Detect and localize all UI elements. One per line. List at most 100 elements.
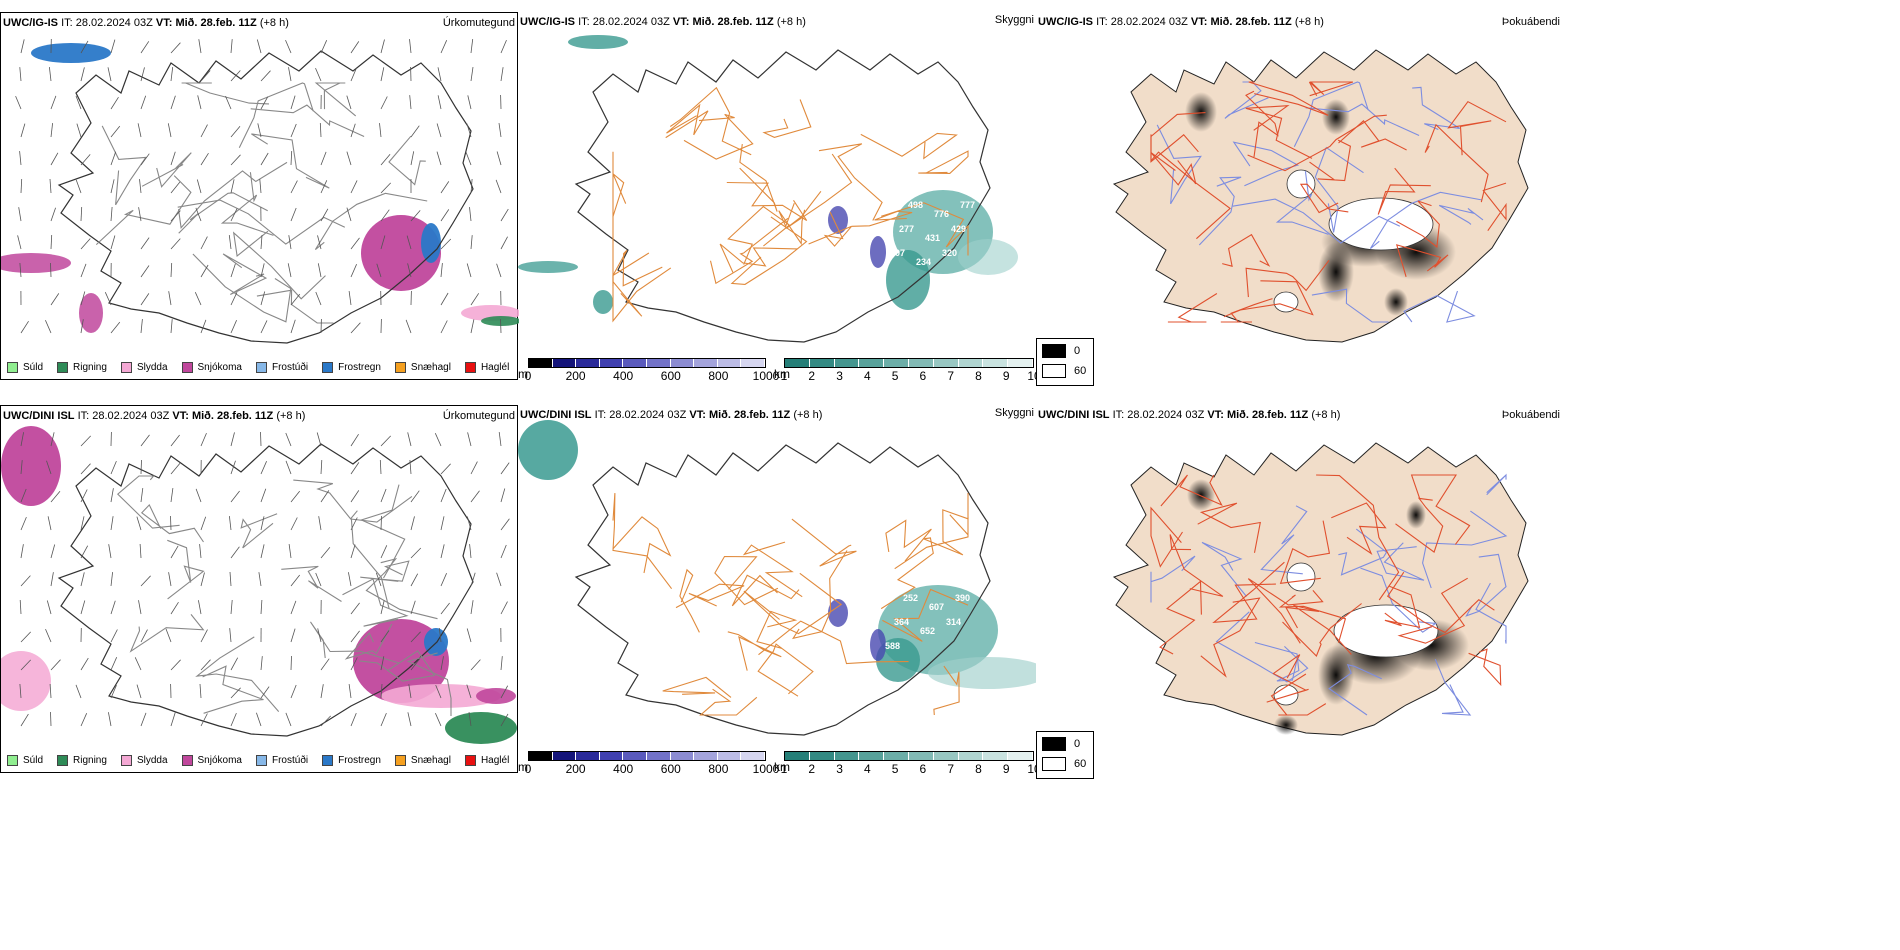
ceiling-colorbar: m 0 200 400 600 800 1000 [518, 358, 779, 388]
legend-label: Frostregn [338, 362, 381, 373]
wind-barb [110, 235, 116, 250]
colorbar-tick-label: 1000 [752, 369, 780, 383]
wind-barb [230, 263, 236, 278]
wind-barb [317, 263, 322, 278]
wind-barb [380, 67, 385, 82]
visibility-colorbar: km 1 2 3 4 5 6 7 8 9 10 [774, 358, 1041, 388]
wind-barb [260, 516, 265, 531]
wind-barb [315, 67, 322, 82]
wind-barb [230, 687, 241, 699]
visibility-area [568, 35, 628, 49]
ceiling-area [828, 206, 848, 234]
fog-patch [1187, 479, 1215, 511]
colorbar-tick-label: 1000 [752, 762, 780, 776]
wind-barb [256, 39, 262, 54]
wind-barb [350, 517, 358, 531]
road-line [727, 205, 791, 265]
legend-swatch [120, 362, 132, 373]
wind-barb [198, 600, 202, 615]
road-line [778, 203, 806, 246]
low-visibility-areas [518, 35, 1018, 314]
wind-barb [76, 123, 82, 138]
road-line [1279, 520, 1331, 584]
wind-barbs [19, 431, 510, 727]
wind-barb [440, 263, 443, 278]
wind-barb [50, 95, 57, 110]
road-line [1395, 497, 1444, 553]
ceiling-value-label: 431 [925, 233, 940, 243]
road-line [1338, 119, 1407, 151]
colorbar-swatch [741, 752, 765, 760]
legend-item: Rigning [57, 362, 107, 373]
legend-label: Frostregn [338, 755, 381, 766]
wind-barb [380, 435, 391, 447]
wind-barb [290, 628, 296, 643]
legend-item: Frostregn [322, 362, 381, 373]
wind-barb [470, 235, 473, 250]
road-network [1150, 474, 1502, 716]
snow-area [1, 253, 71, 273]
iceland-map [1, 38, 519, 344]
legend-label: Slydda [136, 362, 168, 373]
wind-barb [290, 207, 297, 222]
colorbar-swatch [741, 359, 765, 367]
wind-barb [500, 462, 510, 475]
road-line [1422, 510, 1508, 589]
wind-barb [170, 238, 181, 250]
low-visibility-areas [518, 420, 1036, 689]
road-line [1396, 200, 1440, 248]
road-line [1232, 141, 1300, 187]
fog-patch [1322, 99, 1350, 135]
wind-barb [405, 319, 412, 334]
ceiling-value-label: 252 [903, 593, 918, 603]
wind-barb [290, 180, 298, 194]
road-line [95, 175, 192, 246]
wind-barb [49, 67, 52, 82]
road-line [140, 503, 204, 543]
road-line [662, 676, 732, 698]
wind-barb [409, 39, 412, 54]
ceiling-colorbar: m 0 200 400 600 800 1000 [518, 751, 779, 781]
wind-barb [80, 263, 87, 278]
legend-swatch [57, 755, 69, 766]
colorbar-swatch [552, 752, 577, 760]
river-network [1156, 81, 1484, 323]
colorbar-swatch [599, 359, 624, 367]
road-line [933, 665, 960, 716]
road-line [923, 493, 969, 556]
wind-barb [19, 262, 22, 278]
legend-label: Snjókoma [197, 755, 242, 766]
colorbar-tick-label: 9 [1002, 369, 1010, 383]
wind-barb [80, 600, 86, 615]
colorbar-tick-label: 3 [836, 762, 843, 776]
legend-item: Rigning [57, 755, 107, 766]
wind-barb [80, 657, 89, 671]
wind-barb [170, 319, 173, 334]
wind-barb [438, 628, 442, 643]
road-line [1412, 86, 1460, 131]
road-line [222, 253, 268, 295]
road-line [727, 631, 782, 671]
road-line [256, 289, 334, 324]
road-line [1482, 182, 1507, 232]
road-line [251, 133, 330, 189]
wind-barb [410, 151, 415, 166]
wind-barb [110, 460, 117, 475]
wind-barb [319, 122, 322, 138]
wind-barb [20, 432, 24, 447]
legend-swatch [255, 362, 267, 373]
wind-barb [346, 207, 352, 222]
road-network [612, 86, 969, 323]
wind-barb [348, 291, 352, 306]
wind-barb [260, 544, 265, 559]
legend-swatch [464, 362, 476, 373]
legend-swatch [394, 755, 406, 766]
road-line [1282, 603, 1362, 657]
road-line [726, 181, 808, 221]
road-line [1384, 585, 1421, 629]
wind-barb [320, 684, 324, 699]
wind-barb [200, 70, 211, 82]
wind-barb [380, 683, 383, 699]
wind-barb [376, 263, 382, 278]
wind-barb [410, 547, 422, 559]
